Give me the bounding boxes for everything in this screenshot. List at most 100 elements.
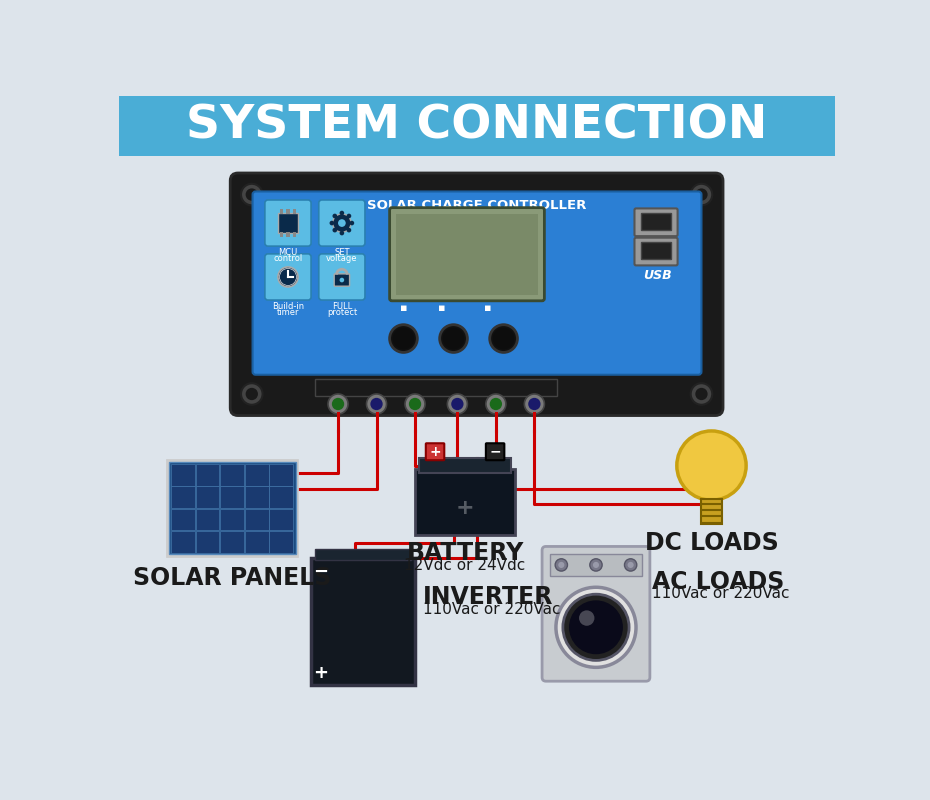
FancyBboxPatch shape xyxy=(485,443,504,460)
FancyBboxPatch shape xyxy=(315,379,557,396)
Circle shape xyxy=(556,587,636,667)
FancyBboxPatch shape xyxy=(319,200,365,246)
Circle shape xyxy=(691,184,712,206)
FancyBboxPatch shape xyxy=(265,254,311,300)
Circle shape xyxy=(443,328,464,350)
Text: ▪: ▪ xyxy=(438,302,445,313)
FancyBboxPatch shape xyxy=(195,486,219,508)
Circle shape xyxy=(440,325,468,353)
Text: SOLAR PANELS: SOLAR PANELS xyxy=(133,566,331,590)
Text: INVERTER: INVERTER xyxy=(423,585,553,609)
FancyBboxPatch shape xyxy=(542,546,650,682)
FancyBboxPatch shape xyxy=(270,531,293,553)
Text: AC LOADS: AC LOADS xyxy=(652,570,785,594)
FancyBboxPatch shape xyxy=(119,96,834,156)
Circle shape xyxy=(525,394,544,414)
Text: MCU: MCU xyxy=(278,248,298,257)
FancyBboxPatch shape xyxy=(280,232,284,237)
FancyBboxPatch shape xyxy=(396,214,538,294)
Circle shape xyxy=(339,278,344,282)
Text: timer: timer xyxy=(277,308,299,317)
Circle shape xyxy=(493,328,514,350)
Circle shape xyxy=(333,214,337,218)
Text: Build-in: Build-in xyxy=(272,302,304,310)
FancyBboxPatch shape xyxy=(270,509,293,530)
FancyBboxPatch shape xyxy=(171,464,194,486)
Circle shape xyxy=(691,383,712,405)
FancyBboxPatch shape xyxy=(641,213,671,230)
Circle shape xyxy=(590,558,602,571)
FancyBboxPatch shape xyxy=(278,213,298,233)
Circle shape xyxy=(490,398,502,410)
FancyBboxPatch shape xyxy=(220,486,244,508)
FancyBboxPatch shape xyxy=(426,443,445,460)
FancyBboxPatch shape xyxy=(315,549,411,559)
FancyBboxPatch shape xyxy=(231,173,723,415)
Circle shape xyxy=(579,610,594,626)
Circle shape xyxy=(696,388,708,400)
FancyBboxPatch shape xyxy=(634,209,678,236)
Text: BATTERY: BATTERY xyxy=(406,541,524,565)
Text: ▪: ▪ xyxy=(485,302,492,313)
Circle shape xyxy=(241,383,262,405)
Circle shape xyxy=(558,562,565,568)
FancyBboxPatch shape xyxy=(286,232,289,237)
Circle shape xyxy=(366,394,387,414)
FancyBboxPatch shape xyxy=(319,254,365,300)
Text: USB: USB xyxy=(644,269,671,282)
Circle shape xyxy=(628,562,633,568)
Text: +: + xyxy=(430,445,441,458)
FancyBboxPatch shape xyxy=(293,232,296,237)
FancyBboxPatch shape xyxy=(334,274,350,286)
Circle shape xyxy=(490,325,517,353)
Circle shape xyxy=(555,558,567,571)
Circle shape xyxy=(328,394,348,414)
FancyBboxPatch shape xyxy=(171,509,194,530)
FancyBboxPatch shape xyxy=(245,486,269,508)
Text: 110Vac or 220Vac: 110Vac or 220Vac xyxy=(652,586,790,602)
Text: −: − xyxy=(312,563,328,581)
Text: +: + xyxy=(312,665,327,682)
Circle shape xyxy=(409,398,421,410)
Circle shape xyxy=(392,328,414,350)
FancyBboxPatch shape xyxy=(641,242,671,259)
Circle shape xyxy=(624,558,637,571)
FancyBboxPatch shape xyxy=(390,208,544,301)
FancyBboxPatch shape xyxy=(253,191,701,374)
Circle shape xyxy=(333,228,337,233)
Circle shape xyxy=(339,230,344,235)
Text: SET: SET xyxy=(334,248,350,257)
FancyBboxPatch shape xyxy=(220,531,244,553)
Circle shape xyxy=(350,221,354,226)
Circle shape xyxy=(569,600,623,654)
Text: +: + xyxy=(456,498,474,518)
FancyBboxPatch shape xyxy=(415,470,515,535)
Circle shape xyxy=(370,398,382,410)
FancyBboxPatch shape xyxy=(270,464,293,486)
Circle shape xyxy=(333,214,352,232)
Text: FULL: FULL xyxy=(332,302,352,310)
Text: DC LOADS: DC LOADS xyxy=(644,531,778,555)
Circle shape xyxy=(339,210,344,215)
Circle shape xyxy=(241,184,262,206)
Circle shape xyxy=(451,398,463,410)
Text: −: − xyxy=(489,445,501,458)
FancyBboxPatch shape xyxy=(265,200,311,246)
FancyBboxPatch shape xyxy=(220,464,244,486)
Circle shape xyxy=(593,562,599,568)
Circle shape xyxy=(338,219,346,227)
FancyBboxPatch shape xyxy=(311,558,415,685)
Circle shape xyxy=(347,214,352,218)
FancyBboxPatch shape xyxy=(550,554,643,576)
Circle shape xyxy=(696,188,708,201)
Circle shape xyxy=(485,394,506,414)
FancyBboxPatch shape xyxy=(167,460,298,556)
FancyBboxPatch shape xyxy=(245,464,269,486)
Text: SYSTEM CONNECTION: SYSTEM CONNECTION xyxy=(186,103,767,149)
Circle shape xyxy=(329,221,334,226)
FancyBboxPatch shape xyxy=(171,486,194,508)
FancyBboxPatch shape xyxy=(700,499,723,524)
Circle shape xyxy=(347,228,352,233)
FancyBboxPatch shape xyxy=(280,209,284,214)
FancyBboxPatch shape xyxy=(195,509,219,530)
